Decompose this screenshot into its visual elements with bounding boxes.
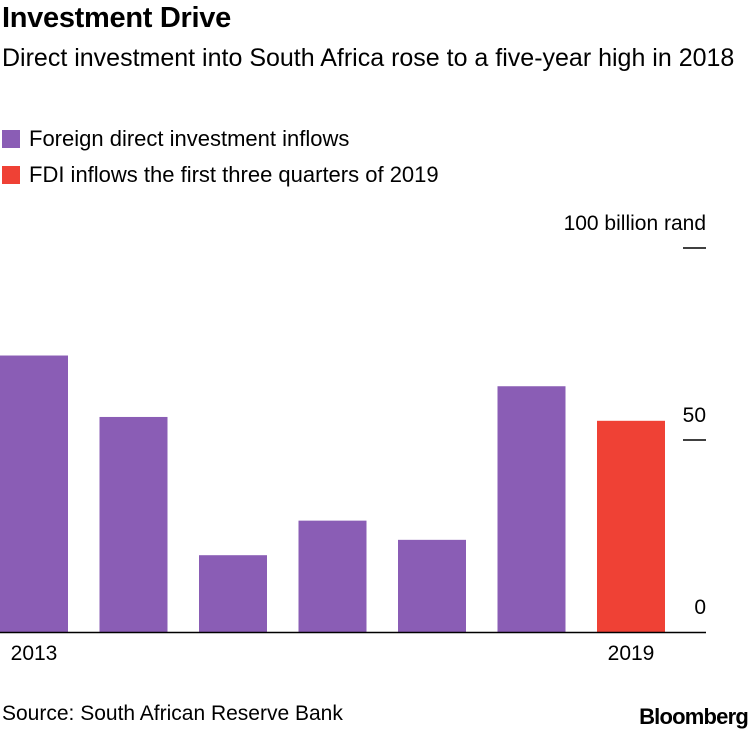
y-tick-label-50: 50 — [683, 404, 706, 427]
legend-swatch-fdi — [2, 130, 20, 148]
source-note: Source: South African Reserve Bank — [2, 702, 343, 725]
bar-2019 — [597, 420, 665, 632]
bar-2013 — [0, 355, 68, 632]
bloomberg-logo: Bloomberg — [639, 704, 749, 729]
bar-2015 — [199, 555, 267, 632]
legend-swatch-fdi-2019 — [2, 166, 20, 184]
bar-2018 — [497, 386, 566, 632]
chart-title: Investment Drive — [2, 2, 231, 34]
legend-item-fdi: Foreign direct investment inflows — [2, 126, 742, 152]
x-tick-label-2019: 2019 — [608, 642, 655, 665]
x-tick-label-2013: 2013 — [11, 642, 58, 665]
chart-subtitle: Direct investment into South Africa rose… — [2, 44, 735, 72]
legend-label-fdi: Foreign direct investment inflows — [29, 126, 350, 151]
legend-label-fdi-2019: FDI inflows the first three quarters of … — [29, 162, 439, 187]
y-tick-label-0: 0 — [694, 596, 706, 619]
bar-2017 — [398, 539, 466, 632]
legend-item-fdi-2019: FDI inflows the first three quarters of … — [2, 162, 742, 188]
y-tick-label-100: 100 billion rand — [564, 212, 706, 235]
bar-2016 — [298, 520, 367, 632]
bar-2014 — [99, 416, 168, 632]
